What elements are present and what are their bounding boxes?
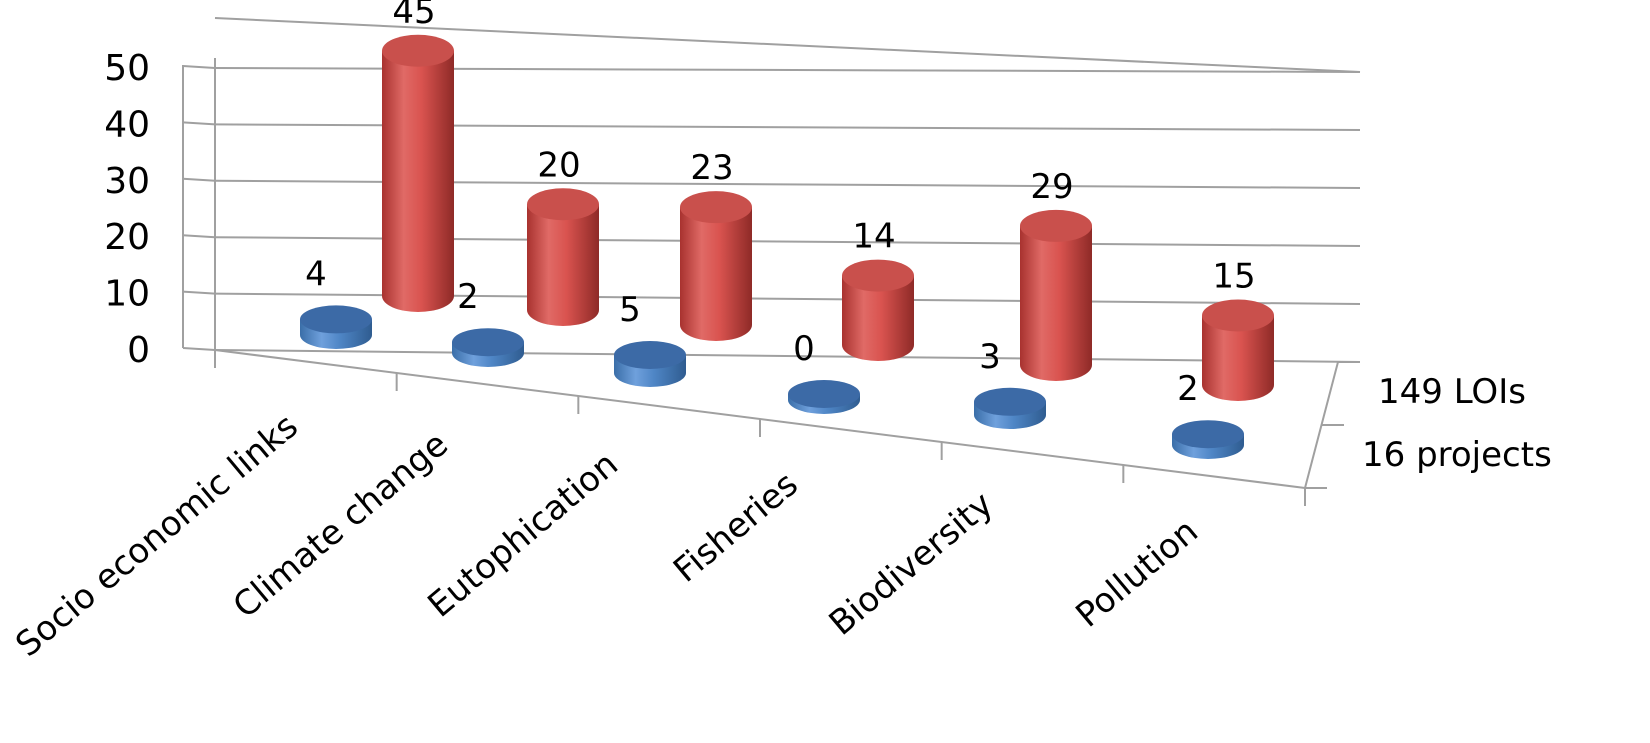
bar-project-1 xyxy=(452,328,524,367)
bar-project-3 xyxy=(788,380,860,414)
gridline xyxy=(214,349,1361,363)
gridline-side xyxy=(182,65,216,69)
data-label-loi: 20 xyxy=(537,145,580,185)
data-label-project: 4 xyxy=(305,254,327,294)
data-label-project: 0 xyxy=(793,329,815,369)
series-label-lois: 149 LOIs xyxy=(1378,372,1526,412)
data-label-project: 2 xyxy=(1177,369,1199,409)
bar-loi-1-body xyxy=(527,204,599,326)
y-tick-label: 30 xyxy=(104,161,150,202)
bar-project-1-top xyxy=(452,328,524,357)
gridline-side xyxy=(182,347,216,351)
y-tick-label: 20 xyxy=(104,217,150,258)
bar-project-5 xyxy=(1172,420,1244,459)
y-tick-label: 50 xyxy=(104,48,150,89)
bars-layer xyxy=(300,34,1274,459)
bar-loi-3-body xyxy=(842,275,914,361)
bar-loi-1 xyxy=(527,188,599,326)
bar-loi-2-top xyxy=(680,191,752,224)
bar-loi-1-top xyxy=(527,188,599,221)
bar-loi-3-top xyxy=(842,259,914,292)
bar-loi-4-body xyxy=(1020,225,1092,381)
bar-loi-0 xyxy=(382,34,454,312)
x-tick-label: Biodiversity xyxy=(822,484,1001,643)
gridline-side xyxy=(182,290,216,295)
bar-project-5-top xyxy=(1172,420,1244,449)
data-label-project: 2 xyxy=(457,277,479,317)
x-tick-label: Eutophication xyxy=(421,444,626,625)
back-wall-top xyxy=(214,17,1361,73)
axis-layer xyxy=(182,17,1361,506)
bar-loi-5 xyxy=(1202,299,1274,401)
bar-loi-0-body xyxy=(382,50,454,312)
gridline-side xyxy=(182,177,216,182)
gridline-side xyxy=(182,121,216,126)
bar-loi-4 xyxy=(1020,209,1092,381)
data-label-project: 3 xyxy=(979,337,1001,377)
bar-project-3-top xyxy=(788,380,860,408)
data-label-loi: 14 xyxy=(852,217,895,257)
bar-loi-2-body xyxy=(680,207,752,341)
data-label-loi: 23 xyxy=(690,148,733,188)
data-label-loi: 15 xyxy=(1212,257,1255,297)
bar-project-4 xyxy=(974,387,1046,429)
y-tick-label: 40 xyxy=(104,104,150,145)
y-tick-label: 0 xyxy=(127,330,150,371)
bar-loi-5-top xyxy=(1202,299,1274,332)
labels-layer: 0 10 20 30 40 50 45 4 20 2 23 5 14 0 29 3 15 2 Socio econo… xyxy=(8,0,1552,665)
bar-loi-5-body xyxy=(1202,315,1274,401)
data-label-project: 5 xyxy=(619,290,641,330)
x-tick-label: Socio economic links xyxy=(8,406,306,665)
bar-loi-0-top xyxy=(382,34,454,67)
gridline-side xyxy=(182,234,216,239)
y-tick-label: 10 xyxy=(104,274,150,315)
x-tick-label: Fisheries xyxy=(666,464,806,590)
bar-loi-2 xyxy=(680,191,752,341)
bar-project-0 xyxy=(300,305,372,349)
bar-project-4-top xyxy=(974,387,1046,416)
bar-project-0-top xyxy=(300,305,372,334)
series-label-projects: 16 projects xyxy=(1362,435,1552,475)
data-label-loi: 45 xyxy=(392,0,435,32)
bar-loi-3 xyxy=(842,259,914,361)
data-label-loi: 29 xyxy=(1030,167,1073,207)
bar-project-2-top xyxy=(614,341,686,369)
bar-loi-4-top xyxy=(1020,209,1092,242)
bar-project-2 xyxy=(614,341,686,387)
depth-axis-line xyxy=(1304,361,1339,489)
x-tick-label: Pollution xyxy=(1068,511,1205,635)
